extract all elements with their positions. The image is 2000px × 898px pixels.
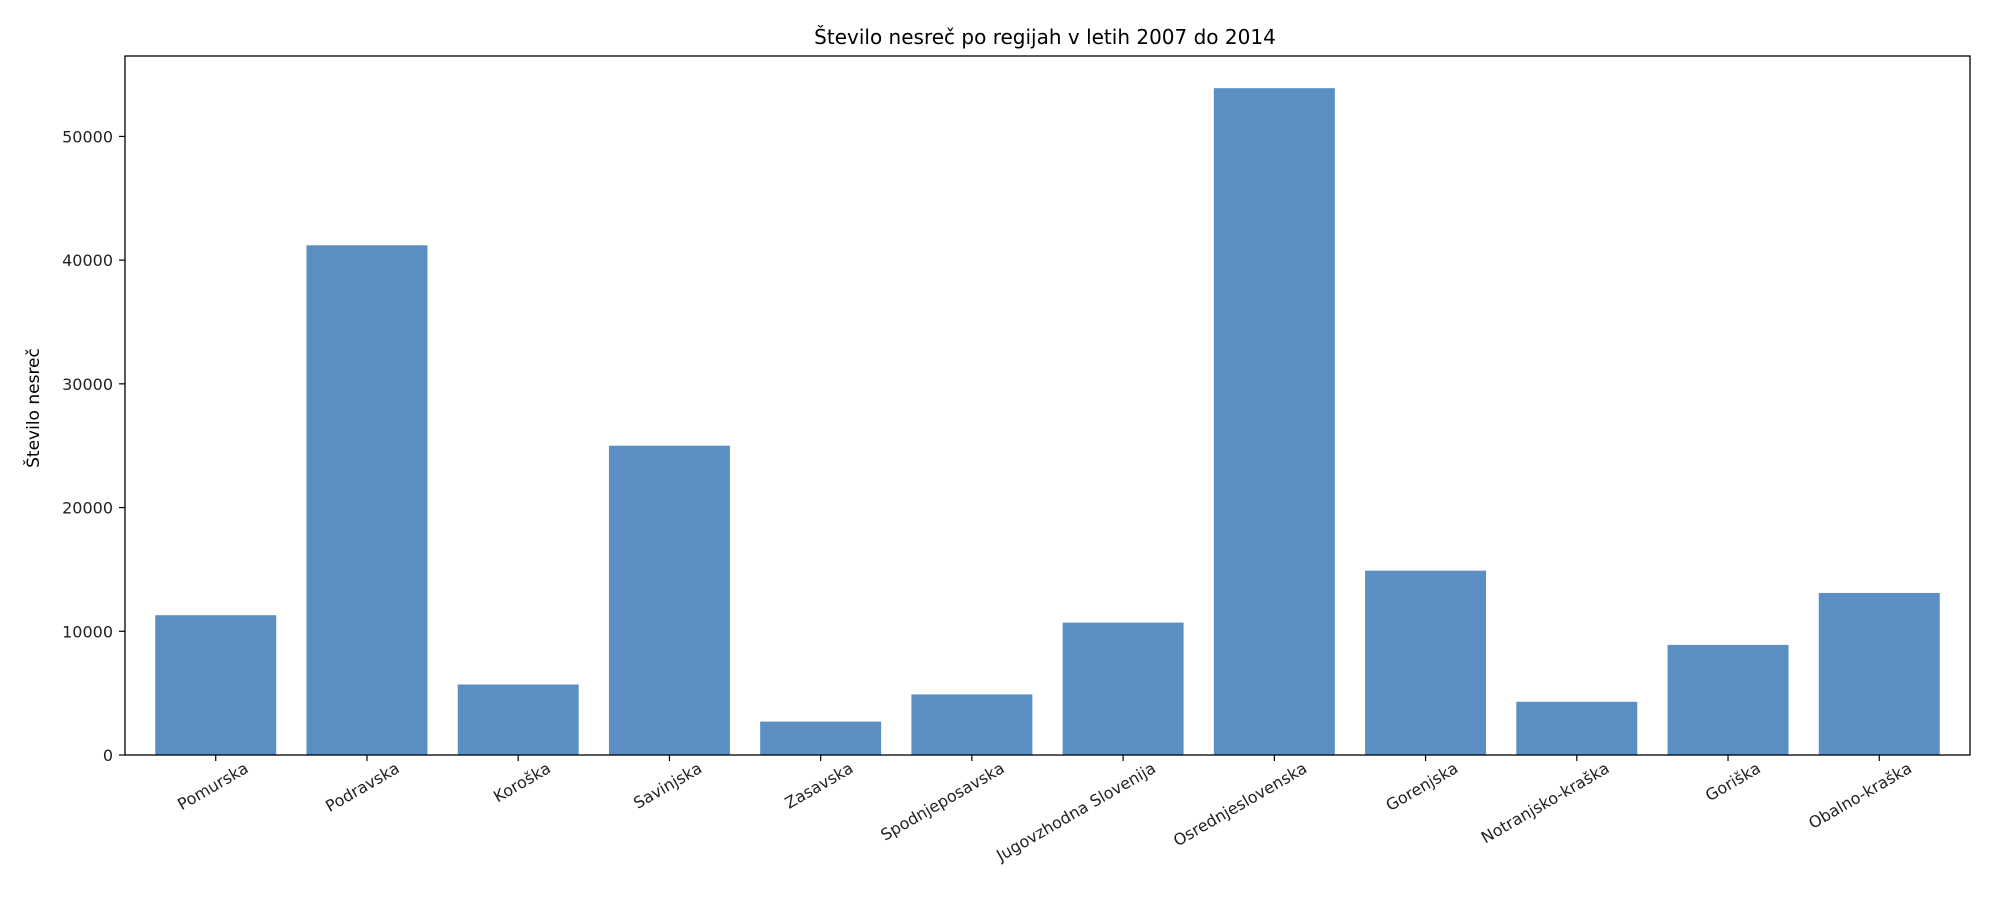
- bars-layer: [155, 88, 1940, 755]
- bar-spodnjeposavska: [911, 694, 1033, 755]
- x-tick-label: Koroška: [490, 758, 554, 806]
- bar-pomurska: [155, 615, 277, 755]
- x-tick-label: Spodnjeposavska: [877, 758, 1007, 844]
- bar-gorenjska: [1365, 570, 1487, 755]
- bar-osrednjeslovenska: [1213, 88, 1335, 755]
- y-tick-label: 0: [103, 746, 113, 765]
- x-tick-label: Podravska: [322, 758, 403, 815]
- bar-podravska: [306, 245, 428, 755]
- bar-koro-ka: [457, 684, 579, 755]
- x-tick-label: Gorenjska: [1383, 758, 1462, 814]
- x-tick-label: Pomurska: [174, 758, 251, 814]
- x-tick-label: Obalno-kraška: [1805, 758, 1915, 832]
- chart-title: Število nesreč po regijah v letih 2007 d…: [814, 25, 1276, 49]
- bar-gori-ka: [1667, 644, 1789, 755]
- y-tick-label: 10000: [62, 622, 113, 641]
- x-axis-ticks: Pomurska Podravska Koroška Savinjska Zasavsk…: [174, 755, 1915, 866]
- x-tick-label: Zasavska: [781, 758, 856, 812]
- plot-frame: [124, 55, 1971, 756]
- x-tick-label: Goriška: [1702, 758, 1764, 805]
- bar-obalno-kra-ka: [1818, 592, 1940, 755]
- y-tick-label: 30000: [62, 375, 113, 394]
- y-axis-ticks: 0 10000 20000 30000 40000 50000: [62, 127, 125, 765]
- x-tick-label: Notranjsko-kraška: [1478, 758, 1613, 847]
- bar-notranjsko-kra-ka: [1516, 701, 1638, 755]
- bar-savinjska: [608, 445, 730, 755]
- bar-jugovzhodna-slovenija: [1062, 622, 1184, 755]
- x-tick-label: Osrednjeslovenska: [1170, 758, 1310, 850]
- y-tick-label: 50000: [62, 127, 113, 146]
- x-tick-label: Savinjska: [630, 758, 705, 812]
- y-axis-label: Število nesreč: [22, 348, 44, 468]
- bar-zasavska: [760, 721, 882, 755]
- y-tick-label: 40000: [62, 251, 113, 270]
- x-tick-label: Jugovzhodna Slovenija: [992, 758, 1159, 865]
- y-tick-label: 20000: [62, 499, 113, 518]
